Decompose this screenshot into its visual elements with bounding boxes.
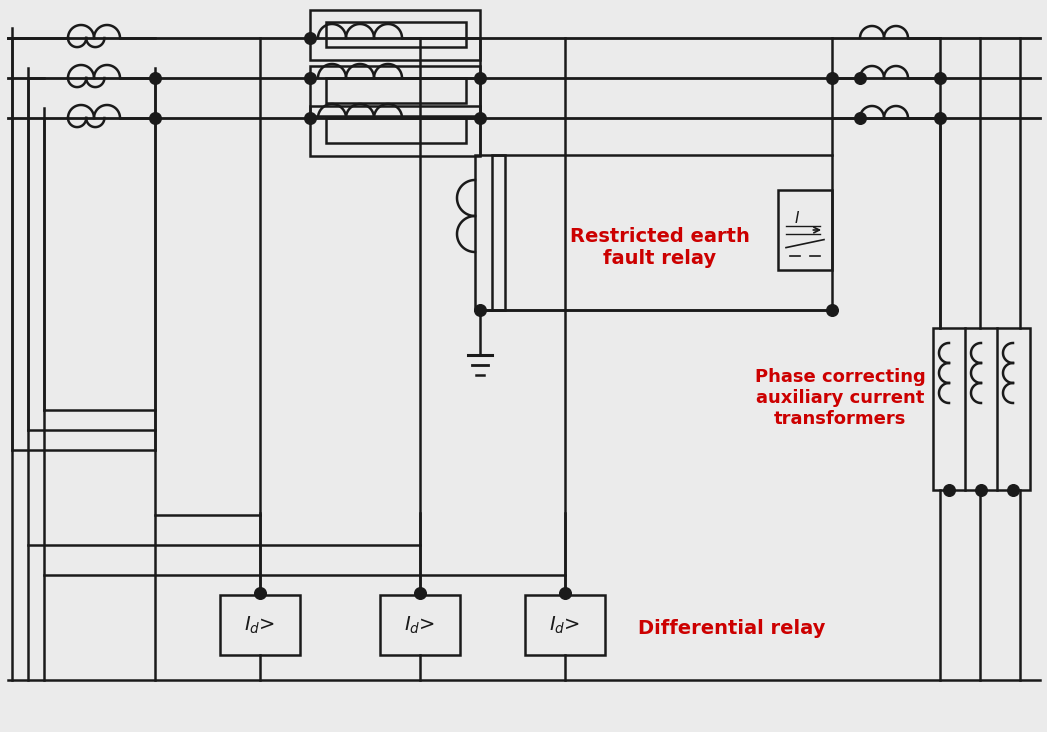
Text: $I$: $I$ [794,210,800,226]
Bar [310,106,480,156]
Text: Restricted earth
fault relay: Restricted earth fault relay [570,228,750,269]
Bar [492,155,832,310]
Text: $I_d$>: $I_d$> [244,614,275,635]
Point [302,32,318,44]
Point [932,72,949,84]
Point [557,587,574,599]
Point [940,484,957,496]
Text: Differential relay: Differential relay [638,619,825,638]
Point [471,304,488,315]
Point [411,587,428,599]
Bar [326,22,466,47]
Bar [933,328,1030,490]
Point [932,112,949,124]
Text: $I_d$>: $I_d$> [404,614,436,635]
Bar [475,155,505,310]
Point [851,112,868,124]
Point [147,112,163,124]
Bar [220,595,300,655]
Point [471,112,488,124]
Point [824,304,841,315]
Text: Phase correcting
auxiliary current
transformers: Phase correcting auxiliary current trans… [755,368,926,427]
Bar [310,10,480,60]
Bar [525,595,605,655]
Bar [380,595,460,655]
Point [1005,484,1022,496]
Point [824,72,841,84]
Point [302,112,318,124]
Point [251,587,268,599]
Point [302,72,318,84]
Point [471,72,488,84]
Bar [778,190,832,270]
Bar [326,118,466,143]
Bar [326,78,466,103]
Point [147,72,163,84]
Point [973,484,989,496]
Point [851,72,868,84]
Text: $I_d$>: $I_d$> [550,614,581,635]
Bar [310,66,480,116]
